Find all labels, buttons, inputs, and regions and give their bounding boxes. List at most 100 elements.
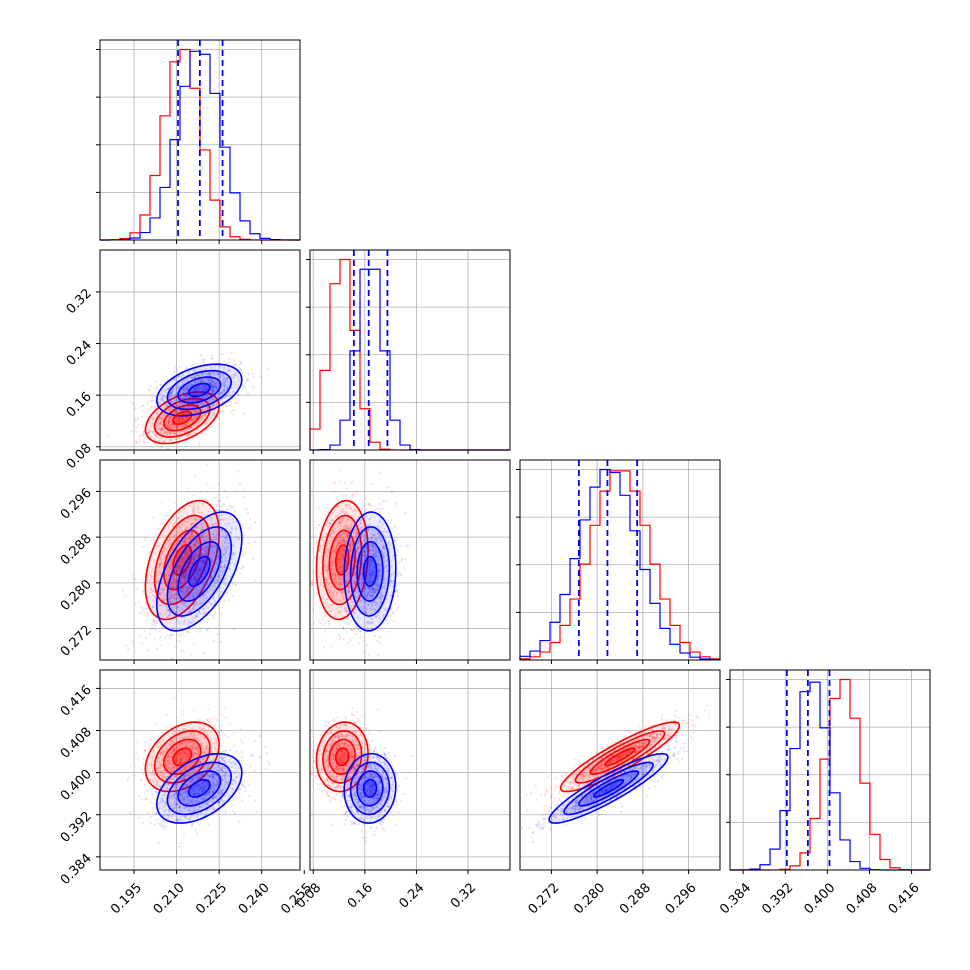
scatter-point <box>141 578 144 581</box>
scatter-point <box>169 401 173 404</box>
scatter-point <box>187 586 190 589</box>
scatter-point <box>171 548 174 551</box>
scatter-point <box>192 594 195 597</box>
scatter-point <box>193 369 196 372</box>
scatter-point <box>211 524 214 527</box>
scatter-point <box>167 421 170 424</box>
scatter-point <box>153 624 157 627</box>
scatter-point <box>150 575 153 578</box>
scatter-point <box>197 525 200 528</box>
scatter-point <box>168 424 171 427</box>
scatter-point <box>174 645 177 648</box>
scatter-point <box>160 553 163 556</box>
scatter-point <box>213 389 216 392</box>
scatter-point <box>214 626 218 629</box>
scatter-point <box>355 491 358 494</box>
scatter-point <box>191 415 195 418</box>
scatter-point <box>174 378 177 381</box>
scatter-point <box>322 646 326 649</box>
scatter-point <box>168 538 171 541</box>
scatter-point <box>192 535 195 538</box>
scatter-point <box>224 548 227 551</box>
scatter-point <box>181 430 185 433</box>
scatter-point <box>182 510 185 513</box>
scatter-point <box>167 431 170 434</box>
scatter-point <box>214 538 217 541</box>
scatter-point <box>169 415 172 418</box>
scatter-point <box>168 416 171 419</box>
scatter-point <box>167 539 170 542</box>
scatter-point <box>146 425 149 428</box>
scatter-point <box>196 526 199 529</box>
scatter-point <box>194 518 197 521</box>
scatter-point <box>179 543 182 546</box>
scatter-point <box>206 546 209 550</box>
scatter-point <box>209 518 212 521</box>
scatter-point <box>171 582 174 585</box>
scatter-point <box>194 555 197 558</box>
scatter-point <box>190 563 193 566</box>
scatter-point <box>205 381 208 384</box>
scatter-point <box>183 520 186 524</box>
scatter-point <box>213 409 216 412</box>
scatter-point <box>146 649 149 652</box>
scatter-point <box>155 620 158 623</box>
scatter-point <box>229 400 232 404</box>
scatter-point <box>176 416 179 419</box>
scatter-point <box>143 629 146 632</box>
scatter-point <box>144 636 148 640</box>
scatter-point <box>176 580 179 583</box>
scatter-point <box>180 420 183 423</box>
scatter-point <box>160 522 163 526</box>
scatter-point <box>185 367 188 370</box>
scatter-point <box>215 387 218 390</box>
scatter-point <box>390 607 393 610</box>
scatter-point <box>185 591 188 595</box>
scatter-point <box>178 420 181 423</box>
scatter-point <box>135 587 138 591</box>
scatter-point <box>324 639 327 642</box>
scatter-point <box>173 535 176 539</box>
scatter-point <box>217 555 221 558</box>
scatter-point <box>342 628 345 631</box>
scatter-point <box>208 394 211 397</box>
scatter-point <box>200 526 203 529</box>
scatter-point <box>152 561 156 564</box>
scatter-point <box>199 559 202 563</box>
scatter-point <box>157 440 160 443</box>
scatter-point <box>215 403 218 406</box>
scatter-point <box>213 385 216 388</box>
scatter-point <box>397 533 400 536</box>
scatter-point <box>160 397 163 400</box>
scatter-point <box>183 540 186 543</box>
scatter-point <box>176 387 179 390</box>
scatter-point <box>173 394 176 397</box>
scatter-point <box>220 612 223 615</box>
scatter-point <box>173 432 176 435</box>
scatter-point <box>146 441 149 444</box>
scatter-point <box>174 410 177 413</box>
scatter-point <box>195 602 198 605</box>
scatter-point <box>164 431 167 434</box>
scatter-point <box>165 404 168 407</box>
scatter-point <box>212 411 215 414</box>
scatter-point <box>182 387 185 390</box>
scatter-point <box>139 406 142 409</box>
scatter-point <box>210 545 213 549</box>
scatter-point <box>190 532 193 536</box>
scatter-point <box>173 579 176 582</box>
scatter-point <box>213 583 216 586</box>
scatter-point <box>168 386 171 389</box>
scatter-point <box>241 565 244 568</box>
scatter-point <box>169 425 172 428</box>
scatter-point <box>172 575 176 578</box>
scatter-point <box>210 366 213 369</box>
scatter-point <box>186 587 189 590</box>
scatter-point <box>198 403 201 407</box>
scatter-point <box>314 555 317 558</box>
scatter-point <box>193 543 196 546</box>
scatter-point <box>190 593 194 596</box>
scatter-point <box>202 501 205 504</box>
scatter-point <box>174 425 177 428</box>
scatter-point <box>205 394 208 397</box>
